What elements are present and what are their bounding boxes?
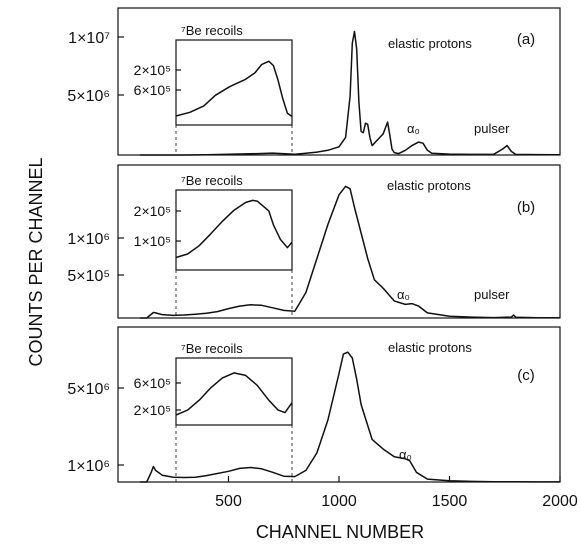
inset-title: ⁷Be recoils <box>181 341 243 356</box>
annotation-elastic: elastic protons <box>387 178 471 193</box>
y-axis-label: COUNTS PER CHANNEL <box>26 157 46 366</box>
y-tick-label: 1×10⁶ <box>67 458 110 475</box>
spectrum-line <box>140 185 561 319</box>
inset-y-tick-label: 6×10⁵ <box>134 375 171 391</box>
inset-y-tick-label: 6×10⁵ <box>134 82 171 98</box>
x-tick-label: 500 <box>215 493 242 510</box>
x-tick-label: 1500 <box>432 493 468 510</box>
inset-title: ⁷Be recoils <box>181 173 243 188</box>
inset: ⁷Be recoils 2×10⁵ 6×10⁵ <box>134 23 293 126</box>
y-tick-label: 5×10⁶ <box>67 381 110 398</box>
y-tick-label: 5×10⁵ <box>67 268 110 285</box>
annotation-alpha: α₀ <box>397 287 410 302</box>
inset-frame <box>175 357 293 426</box>
inset-y-tick-label: 2×10⁵ <box>134 203 171 219</box>
annotation-pulser: pulser <box>474 287 510 302</box>
inset-y-tick-label: 2×10⁵ <box>134 402 171 418</box>
inset-title: ⁷Be recoils <box>181 23 243 38</box>
annotation-alpha: α₀ <box>407 121 420 136</box>
x-axis: 500 1000 1500 2000 <box>215 476 578 510</box>
y-tick-label: 1×10⁶ <box>67 231 110 248</box>
annotation-elastic: elastic protons <box>388 36 472 51</box>
x-axis-label: CHANNEL NUMBER <box>256 522 424 542</box>
inset-line <box>175 372 293 416</box>
annotation-alpha: α₀ <box>399 447 412 462</box>
panel-label: (c) <box>517 367 535 384</box>
panel-frame <box>117 164 561 319</box>
panel-label: (a) <box>517 31 535 48</box>
inset-y-tick-label: 1×10⁵ <box>134 233 171 249</box>
panel-frame <box>117 7 561 156</box>
annotation-pulser: pulser <box>474 121 510 136</box>
inset-frame <box>175 189 293 271</box>
inset: ⁷Be recoils 1×10⁵ 2×10⁵ <box>134 173 293 271</box>
inset: ⁷Be recoils 2×10⁵ 6×10⁵ <box>134 341 293 426</box>
y-tick-label: 5×10⁶ <box>67 88 110 105</box>
panel-label: (b) <box>517 199 535 216</box>
chart-panels: 5×10⁶ 1×10⁷ (a) elastic protons α₀ pulser ⁷Be … <box>67 7 561 483</box>
panel-2: 1×10⁶ 5×10⁶ (c) elastic protons α₀ ⁷Be recoil… <box>67 326 561 483</box>
spectrum-line <box>140 30 561 156</box>
y-tick-label: 1×10⁷ <box>68 30 110 47</box>
x-tick-label: 2000 <box>542 493 578 510</box>
inset-line <box>175 199 293 259</box>
inset-y-tick-label: 2×10⁵ <box>134 62 171 78</box>
spectrum-line <box>140 351 560 483</box>
annotation-elastic: elastic protons <box>388 340 472 355</box>
inset-frame <box>175 39 293 126</box>
inset-line <box>175 60 293 118</box>
panel-1: 5×10⁵ 1×10⁶ (b) elastic protons α₀ pulser ⁷Be … <box>67 164 561 319</box>
panel-0: 5×10⁶ 1×10⁷ (a) elastic protons α₀ pulser ⁷Be … <box>67 7 561 156</box>
x-tick-label: 1000 <box>321 493 357 510</box>
